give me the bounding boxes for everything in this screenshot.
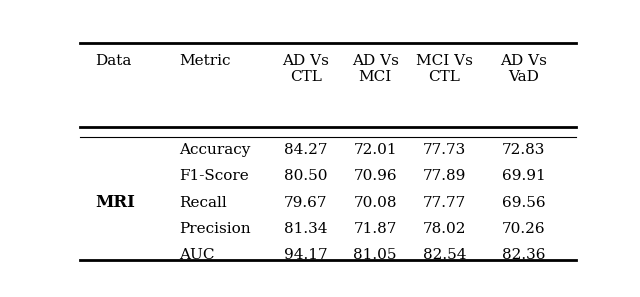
Text: 71.87: 71.87	[353, 222, 397, 236]
Text: 77.89: 77.89	[423, 169, 467, 183]
Text: 80.50: 80.50	[284, 169, 328, 183]
Text: AD Vs
VaD: AD Vs VaD	[500, 54, 547, 84]
Text: Recall: Recall	[179, 196, 227, 210]
Text: 81.34: 81.34	[284, 222, 328, 236]
Text: 69.56: 69.56	[502, 196, 546, 210]
Text: 84.27: 84.27	[284, 143, 328, 157]
Text: AD Vs
CTL: AD Vs CTL	[282, 54, 329, 84]
Text: 70.08: 70.08	[353, 196, 397, 210]
Text: Precision: Precision	[179, 222, 251, 236]
Text: 82.54: 82.54	[423, 248, 467, 262]
Text: 72.01: 72.01	[353, 143, 397, 157]
Text: 94.17: 94.17	[284, 248, 328, 262]
Text: 69.91: 69.91	[502, 169, 546, 183]
Text: 78.02: 78.02	[423, 222, 467, 236]
Text: MCI Vs
CTL: MCI Vs CTL	[416, 54, 473, 84]
Text: F1-Score: F1-Score	[179, 169, 249, 183]
Text: Data: Data	[95, 54, 131, 68]
Text: 77.73: 77.73	[423, 143, 466, 157]
Text: 79.67: 79.67	[284, 196, 328, 210]
Text: MRI: MRI	[95, 194, 135, 211]
Text: 72.83: 72.83	[502, 143, 546, 157]
Text: 77.77: 77.77	[423, 196, 466, 210]
Text: Metric: Metric	[179, 54, 230, 68]
Text: AUC: AUC	[179, 248, 214, 262]
Text: Accuracy: Accuracy	[179, 143, 251, 157]
Text: 82.36: 82.36	[502, 248, 546, 262]
Text: 70.26: 70.26	[502, 222, 546, 236]
Text: 81.05: 81.05	[353, 248, 397, 262]
Text: AD Vs
MCI: AD Vs MCI	[352, 54, 399, 84]
Text: 70.96: 70.96	[353, 169, 397, 183]
